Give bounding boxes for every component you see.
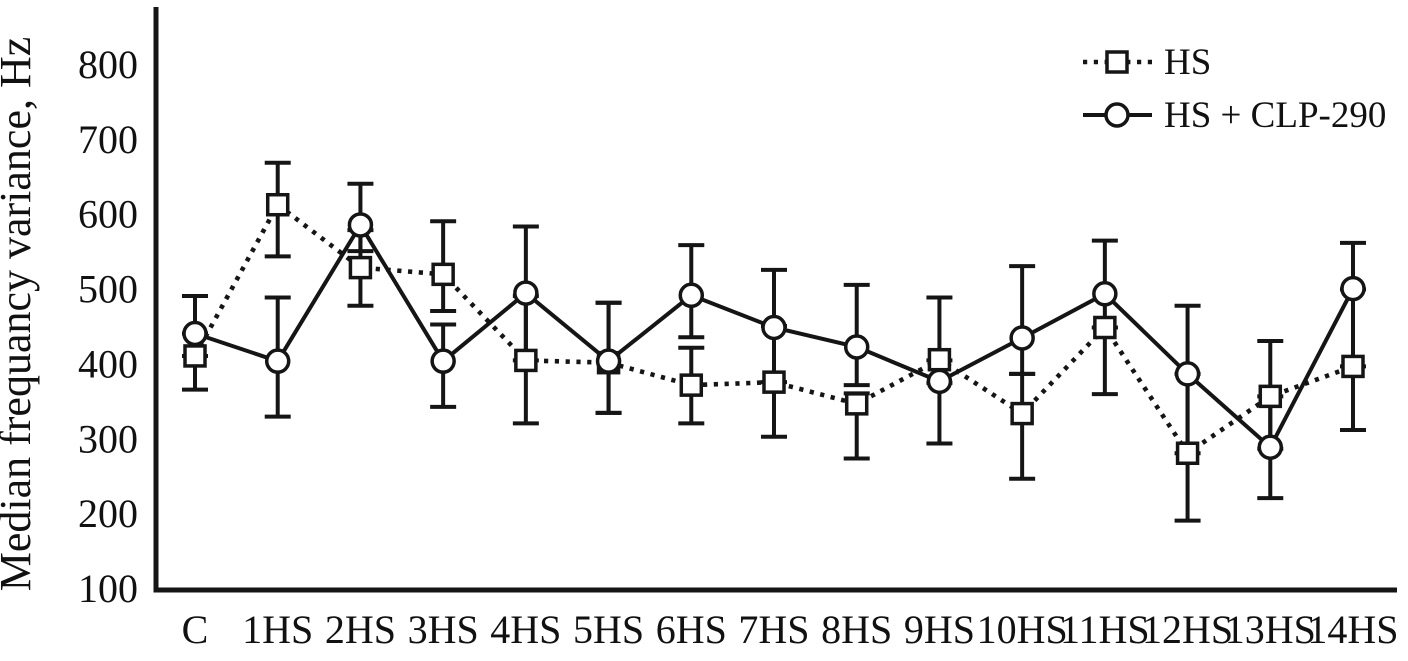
y-tick-label: 600 bbox=[78, 192, 138, 237]
circle-marker bbox=[182, 320, 208, 347]
series-hs-clp290 bbox=[182, 212, 1366, 461]
legend-item-hs: HS bbox=[1083, 42, 1211, 83]
x-tick-label: 8HS bbox=[821, 607, 892, 652]
circle-marker bbox=[1009, 325, 1035, 351]
axes bbox=[153, 7, 1397, 593]
legend: HS HS + CLP-290 bbox=[1083, 42, 1386, 136]
circle-marker bbox=[926, 368, 953, 395]
x-tick-label: 9HS bbox=[904, 607, 975, 652]
y-tick-label: 700 bbox=[78, 117, 138, 162]
square-marker bbox=[1258, 384, 1283, 409]
y-tick-label: 100 bbox=[78, 566, 138, 611]
circle-marker bbox=[430, 348, 456, 374]
x-tick-label: C bbox=[182, 607, 209, 652]
circle-marker bbox=[761, 314, 787, 341]
circle-marker bbox=[347, 212, 374, 238]
square-marker bbox=[514, 348, 538, 373]
square-marker bbox=[762, 370, 786, 394]
x-tick-label: 1HS bbox=[242, 607, 313, 652]
legend-square-marker bbox=[1105, 50, 1129, 74]
x-tick-labels: C 1HS 2HS 3HS 4HS 5HS 6HS 7HS 8HS 9HS 10HS11HS12HS… bbox=[182, 607, 1399, 652]
circle-marker bbox=[678, 282, 705, 309]
y-tick-label: 800 bbox=[78, 42, 138, 87]
circle-marker bbox=[595, 348, 622, 374]
x-tick-label: 2HS bbox=[325, 607, 396, 652]
square-marker bbox=[1010, 401, 1034, 426]
x-tick-label: 13HS bbox=[1225, 607, 1316, 652]
circle-marker bbox=[513, 280, 539, 306]
legend-label-hs-clp290: HS + CLP-290 bbox=[1164, 95, 1386, 136]
legend-item-hs-clp290: HS + CLP-290 bbox=[1083, 95, 1386, 136]
legend-circle-marker bbox=[1104, 102, 1130, 128]
x-tick-label: 10HS bbox=[977, 607, 1068, 652]
square-marker bbox=[1341, 354, 1365, 379]
y-tick-labels: 100 200 300 400 500 600 700 800 bbox=[78, 42, 138, 611]
y-tick-label: 300 bbox=[78, 416, 138, 461]
square-marker bbox=[679, 373, 704, 397]
y-tick-label: 500 bbox=[78, 267, 138, 312]
circle-marker bbox=[264, 348, 291, 374]
circle-marker bbox=[1092, 281, 1118, 307]
y-tick-label: 400 bbox=[78, 341, 138, 386]
square-marker bbox=[1175, 441, 1200, 466]
x-tick-label: 11HS bbox=[1060, 607, 1150, 652]
y-tick-label: 200 bbox=[78, 491, 138, 536]
square-marker bbox=[183, 344, 207, 368]
x-tick-label: 3HS bbox=[408, 607, 479, 652]
square-marker bbox=[927, 347, 952, 372]
circle-marker bbox=[1340, 275, 1366, 302]
circle-marker bbox=[843, 334, 870, 360]
square-marker bbox=[348, 255, 373, 280]
square-marker bbox=[1093, 315, 1117, 340]
x-tick-label: 12HS bbox=[1142, 607, 1233, 652]
x-tick-label: 4HS bbox=[490, 607, 561, 652]
x-tick-label: 14HS bbox=[1307, 607, 1398, 652]
square-marker bbox=[265, 192, 290, 217]
square-marker bbox=[844, 392, 869, 416]
circle-marker bbox=[1174, 361, 1201, 387]
circle-marker bbox=[1257, 434, 1284, 461]
y-axis-title: Median frequancy variance, Hz bbox=[0, 37, 40, 592]
x-tick-label: 6HS bbox=[656, 607, 727, 652]
square-marker bbox=[431, 262, 455, 287]
x-tick-label: 7HS bbox=[738, 607, 809, 652]
x-tick-label: 5HS bbox=[573, 607, 644, 652]
legend-label-hs: HS bbox=[1164, 42, 1211, 83]
